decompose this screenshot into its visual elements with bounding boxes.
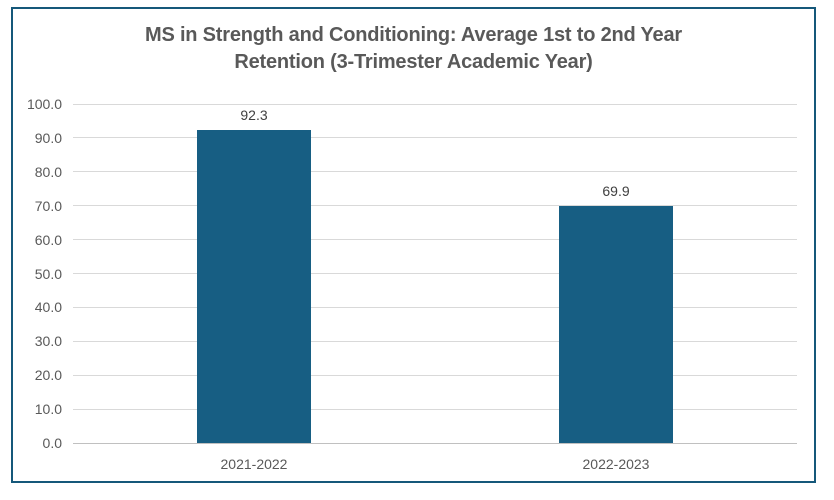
y-axis-tick-label: 10.0	[34, 401, 62, 418]
bar-2022-2023[interactable]	[559, 206, 673, 443]
y-axis-tick-label: 80.0	[34, 163, 62, 180]
gridline	[73, 239, 797, 241]
chart-title-line-1: MS in Strength and Conditioning: Average…	[144, 24, 682, 46]
bar-value-label: 69.9	[602, 183, 630, 200]
gridline	[73, 374, 797, 376]
y-axis-tick-label: 20.0	[34, 367, 62, 384]
plot-area: 0.0 10.0 20.0 30.0 40.0 50.0 60.0 70.0 80.0 90.0 1…	[13, 9, 814, 481]
gridline	[73, 408, 797, 410]
gridline	[73, 205, 797, 207]
chart-title-line-2: Retention (3-Trimester Academic Year)	[234, 51, 593, 73]
gridline	[73, 306, 797, 308]
x-axis-category-label: 2022-2023	[582, 456, 650, 472]
gridline	[73, 171, 797, 173]
y-axis-tick-label: 40.0	[34, 299, 62, 316]
y-axis-tick-label: 0.0	[42, 435, 62, 451]
chart-title: MS in Strength and Conditioning: Average…	[13, 22, 814, 76]
x-axis-category-label: 2021-2022	[220, 456, 288, 472]
chart-frame: MS in Strength and Conditioning: Average…	[11, 7, 816, 483]
gridline	[73, 340, 797, 342]
y-axis-tick-label: 90.0	[34, 129, 62, 146]
x-axis-line	[73, 442, 797, 444]
gridline	[73, 137, 797, 139]
y-axis-tick-label: 60.0	[34, 231, 62, 248]
bar-value-label: 92.3	[240, 107, 268, 124]
y-axis-tick-label: 30.0	[34, 333, 62, 350]
y-axis-tick-label: 70.0	[34, 197, 62, 214]
y-axis-tick-label: 100.0	[26, 96, 62, 112]
gridline	[73, 103, 797, 105]
bar-2021-2022[interactable]	[197, 130, 311, 443]
gridline	[73, 273, 797, 274]
y-axis-tick-label: 50.0	[34, 265, 62, 282]
